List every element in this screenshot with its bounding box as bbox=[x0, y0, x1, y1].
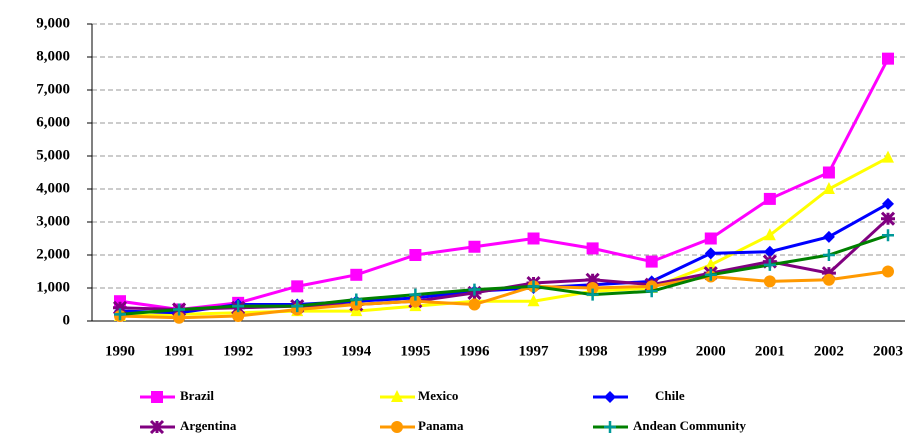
marker bbox=[645, 285, 658, 298]
x-tick-label: 1994 bbox=[341, 343, 372, 359]
marker bbox=[704, 257, 717, 270]
marker bbox=[704, 268, 717, 281]
marker bbox=[882, 52, 894, 65]
legend-label: Mexico bbox=[418, 388, 458, 403]
marker bbox=[882, 150, 894, 163]
marker bbox=[527, 232, 540, 245]
y-tick-label: 1,000 bbox=[36, 279, 70, 295]
x-tick-label: 2001 bbox=[755, 343, 785, 359]
marker bbox=[291, 280, 304, 293]
marker bbox=[822, 249, 835, 261]
series-line bbox=[119, 233, 889, 316]
legend-label: Andean Community bbox=[633, 418, 747, 433]
series-line bbox=[119, 156, 889, 318]
marker bbox=[604, 391, 616, 403]
x-tick-label: 1996 bbox=[459, 343, 490, 359]
marker bbox=[149, 419, 165, 434]
y-tick-label: 7,000 bbox=[36, 81, 70, 97]
x-tick-label: 1995 bbox=[400, 343, 430, 359]
marker bbox=[232, 310, 245, 323]
legend: Brazil Mexico Chile Argentina Panama Andean C… bbox=[140, 388, 747, 434]
marker bbox=[291, 300, 304, 313]
marker bbox=[350, 293, 363, 306]
marker bbox=[763, 245, 776, 258]
marker bbox=[586, 242, 599, 255]
marker bbox=[604, 421, 616, 433]
marker bbox=[409, 295, 422, 308]
marker bbox=[151, 391, 163, 403]
series-line bbox=[119, 202, 889, 315]
marker bbox=[704, 232, 717, 245]
marker bbox=[822, 273, 835, 286]
marker bbox=[586, 282, 599, 294]
legend-label: Brazil bbox=[180, 388, 214, 403]
marker bbox=[585, 272, 600, 287]
marker bbox=[173, 311, 186, 324]
marker bbox=[173, 303, 186, 316]
x-tick-label: 1998 bbox=[578, 343, 608, 359]
marker bbox=[704, 247, 717, 260]
legend-label: Chile bbox=[655, 388, 685, 403]
x-tick-label: 2000 bbox=[696, 343, 726, 359]
marker bbox=[821, 266, 836, 281]
marker bbox=[527, 294, 540, 307]
x-tick-label: 2002 bbox=[814, 343, 844, 359]
legend-label: Panama bbox=[418, 418, 464, 433]
marker bbox=[763, 275, 776, 288]
marker bbox=[763, 192, 776, 205]
marker bbox=[409, 288, 422, 301]
marker bbox=[822, 182, 835, 194]
series-line bbox=[119, 57, 890, 311]
marker bbox=[882, 229, 894, 242]
marker bbox=[232, 300, 245, 313]
marker bbox=[882, 197, 894, 210]
marker bbox=[350, 268, 363, 281]
marker bbox=[527, 280, 540, 293]
y-tick-label: 0 bbox=[63, 312, 71, 328]
x-tick-label: 1997 bbox=[519, 343, 550, 359]
marker bbox=[114, 308, 126, 321]
x-tick-label: 1991 bbox=[164, 343, 194, 359]
marker bbox=[409, 249, 422, 261]
y-tick-label: 2,000 bbox=[36, 246, 70, 262]
x-tick-label: 1999 bbox=[637, 343, 667, 359]
marker bbox=[882, 265, 894, 278]
marker bbox=[112, 300, 128, 315]
x-tick-label: 2003 bbox=[873, 343, 903, 359]
y-tick-label: 4,000 bbox=[36, 180, 70, 196]
legend-label: Argentina bbox=[180, 418, 237, 433]
marker bbox=[880, 211, 896, 226]
marker bbox=[822, 230, 835, 243]
marker bbox=[586, 288, 599, 301]
marker bbox=[763, 228, 776, 241]
x-tick-label: 1993 bbox=[282, 343, 312, 359]
y-tick-label: 6,000 bbox=[36, 114, 70, 130]
y-tick-label: 3,000 bbox=[36, 213, 70, 229]
marker bbox=[468, 240, 481, 253]
marker bbox=[822, 166, 835, 179]
y-tick-label: 5,000 bbox=[36, 147, 70, 163]
marker bbox=[468, 298, 481, 311]
x-tick-label: 1992 bbox=[223, 343, 253, 359]
marker bbox=[391, 421, 403, 433]
marker bbox=[468, 283, 481, 296]
marker bbox=[645, 255, 658, 268]
series-line bbox=[119, 270, 889, 320]
marker bbox=[391, 390, 403, 402]
y-tick-label: 8,000 bbox=[36, 48, 70, 64]
x-tick-label: 1990 bbox=[105, 343, 135, 359]
marker bbox=[763, 258, 776, 271]
y-tick-label: 9,000 bbox=[36, 15, 70, 31]
